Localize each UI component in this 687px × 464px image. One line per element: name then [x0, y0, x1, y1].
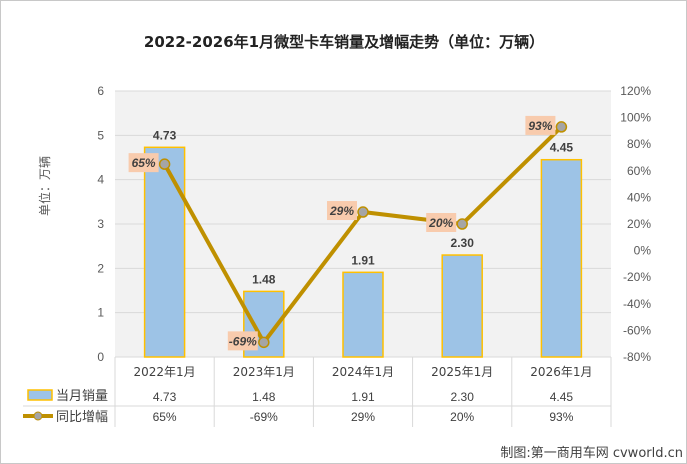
y-tick-label: 5 [97, 128, 104, 142]
x-category-label: 2026年1月 [530, 365, 592, 379]
table-cell-sales: 4.45 [550, 390, 574, 404]
credit-text: 制图:第一商用车网 cvworld.cn [500, 445, 683, 461]
y2-tick-label: 80% [627, 137, 651, 151]
table-cell-growth: 29% [351, 410, 375, 424]
legend-line-marker [33, 411, 43, 421]
bar-data-label: 2.30 [451, 236, 475, 250]
table-cell-growth: 20% [450, 410, 474, 424]
x-category-label: 2023年1月 [233, 365, 295, 379]
line-label-box [128, 153, 159, 173]
y-tick-label: 1 [97, 306, 104, 320]
y2-tick-label: 0% [634, 244, 652, 258]
y2-tick-label: 120% [620, 84, 651, 98]
table-cell-growth: -69% [250, 410, 278, 424]
y2-tick-label: -40% [623, 297, 651, 311]
legend-label-sales: 当月销量 [56, 389, 108, 404]
y-tick-label: 2 [97, 261, 104, 275]
table-cell-sales: 1.91 [351, 390, 375, 404]
y-tick-label: 6 [97, 84, 104, 98]
y2-tick-label: -20% [623, 270, 651, 284]
chart-title: 2022-2026年1月微型卡车销量及增幅走势（单位：万辆） [144, 33, 544, 51]
line-label-box [227, 331, 258, 351]
table-cell-growth: 93% [549, 410, 573, 424]
y2-tick-label: -80% [623, 350, 651, 364]
line-marker [258, 336, 270, 349]
x-category-label: 2025年1月 [431, 365, 493, 379]
y-tick-label: 4 [97, 173, 104, 187]
y2-tick-label: 100% [620, 111, 651, 125]
table-cell-sales: 2.30 [451, 390, 475, 404]
legend-label-growth: 同比增幅 [56, 410, 108, 425]
bar [143, 146, 186, 358]
table-cell-sales: 1.48 [252, 390, 276, 404]
line-label-box [525, 115, 556, 135]
line-marker [357, 206, 369, 218]
table-cell-growth: 65% [153, 410, 177, 424]
line-data-label: 65% [132, 156, 156, 170]
bar [441, 254, 483, 358]
y2-tick-label: 20% [627, 217, 651, 231]
line-data-label: 29% [329, 204, 354, 218]
x-category-label: 2022年1月 [134, 365, 196, 379]
y-tick-label: 0 [97, 350, 104, 364]
legend-bar-swatch [27, 389, 53, 401]
bar [342, 271, 384, 358]
line-data-label: 93% [528, 119, 552, 133]
line-data-label: 20% [428, 216, 453, 230]
x-category-label: 2024年1月 [332, 365, 394, 379]
y2-tick-label: 40% [627, 190, 651, 204]
y2-tick-label: 60% [627, 164, 651, 178]
line-label-box [327, 201, 357, 221]
line-marker [555, 121, 568, 133]
table-cell-sales: 4.73 [153, 390, 177, 404]
line-marker [456, 218, 468, 230]
y-axis-label: 单位：万辆 [37, 156, 52, 216]
y-tick-label: 3 [97, 217, 104, 231]
line-marker [158, 158, 171, 170]
bar [540, 158, 583, 358]
bar-data-label: 1.91 [351, 253, 375, 267]
line-data-label: -69% [229, 334, 257, 348]
bar-data-label: 4.45 [550, 141, 574, 155]
y2-tick-label: -60% [623, 323, 651, 337]
bar-data-label: 4.73 [153, 128, 177, 142]
line-label-box [426, 213, 457, 232]
bar-data-label: 1.48 [252, 272, 276, 286]
